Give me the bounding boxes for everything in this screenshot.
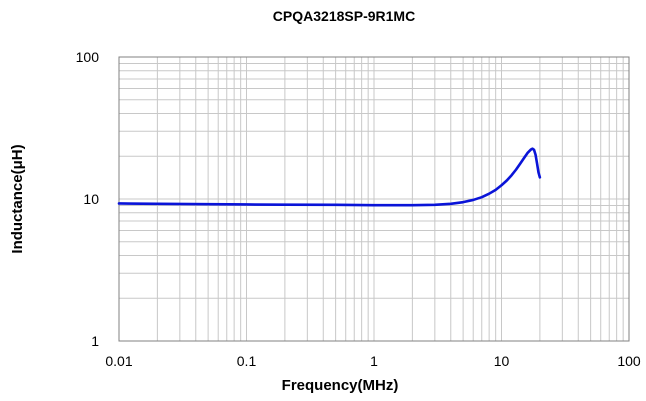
x-tick-label: 0.1 bbox=[237, 353, 257, 369]
y-axis-label: Inductance(μH) bbox=[9, 144, 26, 253]
y-tick-label: 100 bbox=[76, 49, 100, 65]
y-tick-label: 1 bbox=[91, 333, 99, 349]
inductance-series-line bbox=[117, 147, 542, 207]
x-tick-label: 100 bbox=[617, 353, 641, 369]
plot-area-border bbox=[118, 56, 630, 342]
y-tick-labels: 1 10 100 bbox=[76, 49, 100, 349]
x-tick-labels: 0.01 0.1 1 10 100 bbox=[105, 353, 641, 369]
y-tick-label: 10 bbox=[83, 191, 99, 207]
x-tick-label: 10 bbox=[494, 353, 510, 369]
grid bbox=[118, 57, 629, 342]
x-tick-label: 1 bbox=[370, 353, 378, 369]
x-tick-label: 0.01 bbox=[105, 353, 132, 369]
x-axis-label: Frequency(MHz) bbox=[282, 377, 399, 394]
chart-title: CPQA3218SP-9R1MC bbox=[273, 8, 415, 24]
